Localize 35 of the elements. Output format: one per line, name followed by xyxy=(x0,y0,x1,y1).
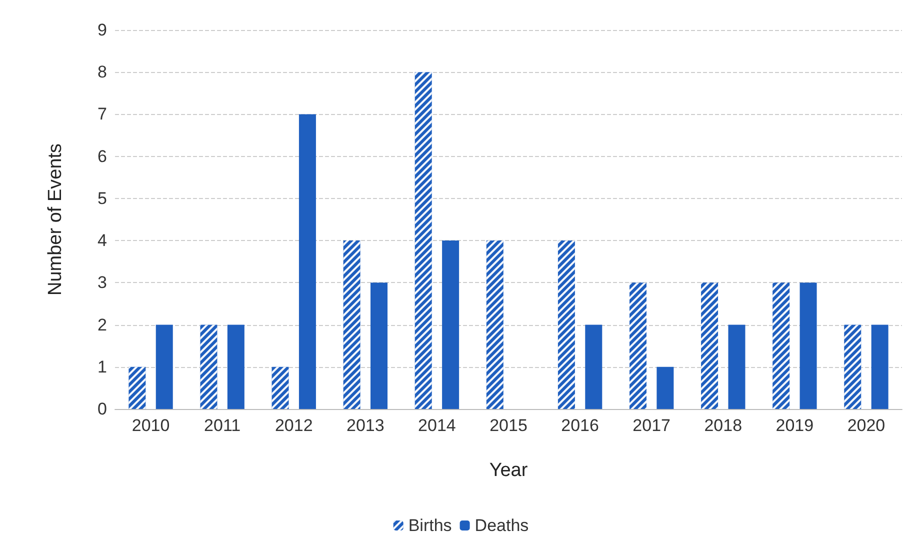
y-tick-label: 7 xyxy=(98,104,107,124)
x-tick-label: 2014 xyxy=(418,416,456,435)
x-tick-label: 2013 xyxy=(346,416,384,435)
x-tick-label: 2020 xyxy=(847,416,886,435)
bar xyxy=(156,324,173,409)
bar xyxy=(871,324,888,409)
y-tick-label: 0 xyxy=(98,400,107,418)
bar xyxy=(728,324,746,409)
y-tick-label: 1 xyxy=(98,357,107,376)
bar xyxy=(800,282,817,409)
bar xyxy=(656,366,674,409)
x-tick-label: 2010 xyxy=(132,416,170,435)
y-tick-label: 2 xyxy=(98,315,107,334)
bar xyxy=(370,282,388,409)
x-axis-title: Year xyxy=(489,460,528,481)
legend-label: Births xyxy=(408,516,452,535)
y-tick-label: 9 xyxy=(98,20,107,40)
y-tick-label: 5 xyxy=(98,188,107,208)
x-tick-label: 2017 xyxy=(632,416,671,435)
bar xyxy=(585,324,602,409)
x-tick-label: 2018 xyxy=(704,416,742,435)
legend-label: Deaths xyxy=(474,516,529,535)
x-tick-label: 2019 xyxy=(776,416,814,435)
bar xyxy=(298,114,316,409)
y-tick-label: 8 xyxy=(98,62,107,82)
x-tick-label: 2011 xyxy=(204,416,241,435)
x-tick-label: 2012 xyxy=(274,416,313,435)
y-tick-label: 6 xyxy=(98,146,107,166)
y-axis-title: Number of Events xyxy=(45,143,66,296)
bar xyxy=(227,324,244,409)
bar xyxy=(442,240,460,409)
y-tick-label: 4 xyxy=(98,231,107,250)
x-tick-label: 2016 xyxy=(561,416,599,435)
y-tick-label: 3 xyxy=(98,273,107,292)
x-tick-label: 2015 xyxy=(490,416,528,435)
